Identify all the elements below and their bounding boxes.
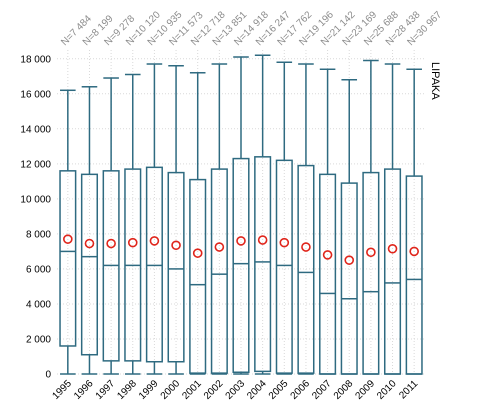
mean-marker-1997 [106,238,116,249]
mean-marker-1996 [84,238,95,249]
y-tick-label: 6 000 [26,264,51,275]
y-tick-label: 0 [45,370,51,381]
x-tick-label: 2011 [397,378,420,401]
box-2011 [405,68,423,375]
mean-marker-2001 [192,248,203,258]
mean-marker-2006 [301,242,311,252]
mean-marker-2000 [171,240,181,251]
box-2002 [210,63,228,375]
box-iqr [210,168,228,374]
x-tick-label: 1995 [50,378,74,402]
mean-marker-2009 [366,247,376,258]
y-tick-label: 16 000 [20,89,51,100]
y-tick-label: 18 000 [20,54,51,65]
box-1997 [102,77,120,375]
chart-title: LIPAKA [429,62,441,100]
mean-marker-2007 [322,250,333,260]
y-tick-label: 12 000 [20,159,51,170]
x-tick-label: 1997 [94,378,118,402]
mean-marker-2002 [214,242,225,252]
y-tick-label: 14 000 [20,124,51,135]
x-tick-label: 2000 [159,378,183,402]
mean-marker-1995 [63,234,73,244]
box-iqr [189,178,207,374]
mean-marker-2004 [257,235,268,245]
box-iqr [167,171,185,363]
box-2005 [275,61,293,375]
box-iqr [145,166,163,363]
x-tick-label: 1999 [137,378,161,402]
mean-layer [63,234,419,265]
box-2010 [383,63,402,375]
x-tick-labels: 1995199619971998199920002001200220032004… [50,378,420,402]
mean-marker-2010 [387,243,398,254]
mean-marker-1999 [149,236,160,246]
box-2004 [254,54,272,375]
x-tick-label: 2004 [245,378,269,402]
box-2009 [362,59,380,375]
y-tick-label: 2 000 [26,334,51,345]
x-tick-label: 2005 [267,378,291,402]
mean-marker-2003 [236,236,246,246]
x-tick-label: 2006 [289,378,313,402]
mean-marker-2008 [344,255,355,265]
box-1995 [59,89,77,375]
box-2007 [319,68,337,375]
x-tick-label: 2002 [202,378,226,402]
box-iqr [254,156,272,373]
x-tick-label: 2008 [332,378,356,402]
box-iqr [319,173,337,375]
box-iqr [232,157,250,373]
box-iqr [405,175,423,375]
x-tick-label: 2010 [375,378,399,402]
box-2001 [189,72,207,375]
mean-marker-2011 [409,246,419,257]
mean-marker-2005 [279,237,290,248]
box-2006 [297,63,315,375]
box-2000 [167,65,185,375]
box-iqr [80,173,99,356]
y-tick-label: 4 000 [26,299,51,310]
box-iqr [59,170,77,347]
x-tick-label: 2003 [224,378,248,402]
x-tick-label: 2001 [180,378,204,402]
mean-marker-1998 [127,237,138,248]
x-tick-label: 1996 [72,378,96,402]
x-tick-label: 2009 [353,378,377,402]
x-tick-label: 2007 [310,378,334,402]
y-tick-labels: 0 2 000 4 000 6 000 8 000 10 000 12 000 14 000 1… [20,54,51,380]
box-iqr [297,164,315,374]
x-tick-label: 1998 [115,378,139,402]
box-layer [59,54,423,375]
box-1998 [124,73,142,375]
box-iqr [275,159,293,374]
y-tick-label: 10 000 [20,194,51,205]
box-2003 [232,56,250,375]
box-iqr [340,182,358,375]
y-tick-label: 8 000 [26,229,51,240]
box-1996 [80,86,99,375]
box-1999 [145,63,163,375]
box-iqr [362,171,380,375]
box-2008 [340,79,358,375]
box-iqr [383,168,402,375]
